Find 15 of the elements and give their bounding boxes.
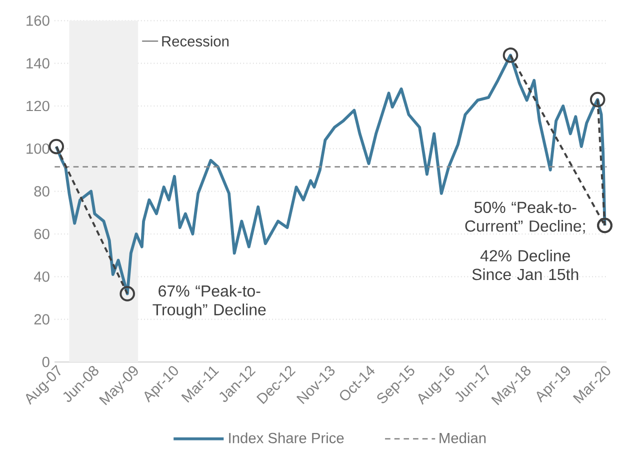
annotation: 50% “Peak-to-Current” Decline; bbox=[465, 201, 585, 234]
annotation: 67% “Peak-to-Trough” Decline bbox=[152, 284, 266, 319]
y-tick-label: 0 bbox=[42, 356, 50, 368]
y-tick-label: 60 bbox=[34, 228, 50, 240]
y-tick-label: 40 bbox=[34, 271, 50, 282]
annotation: 42% Decline Since Jan 15th bbox=[472, 250, 578, 280]
legend-label: Median bbox=[440, 432, 486, 444]
y-tick-label: 80 bbox=[34, 186, 50, 197]
y-tick-label: 20 bbox=[34, 314, 50, 325]
y-tick-label: 100 bbox=[26, 143, 50, 154]
y-tick-label: 120 bbox=[26, 100, 50, 112]
y-tick-label: 160 bbox=[26, 15, 50, 26]
band-label: Recession bbox=[162, 36, 229, 47]
y-tick-label: 140 bbox=[26, 58, 50, 69]
legend-label: Index Share Price bbox=[229, 432, 344, 444]
